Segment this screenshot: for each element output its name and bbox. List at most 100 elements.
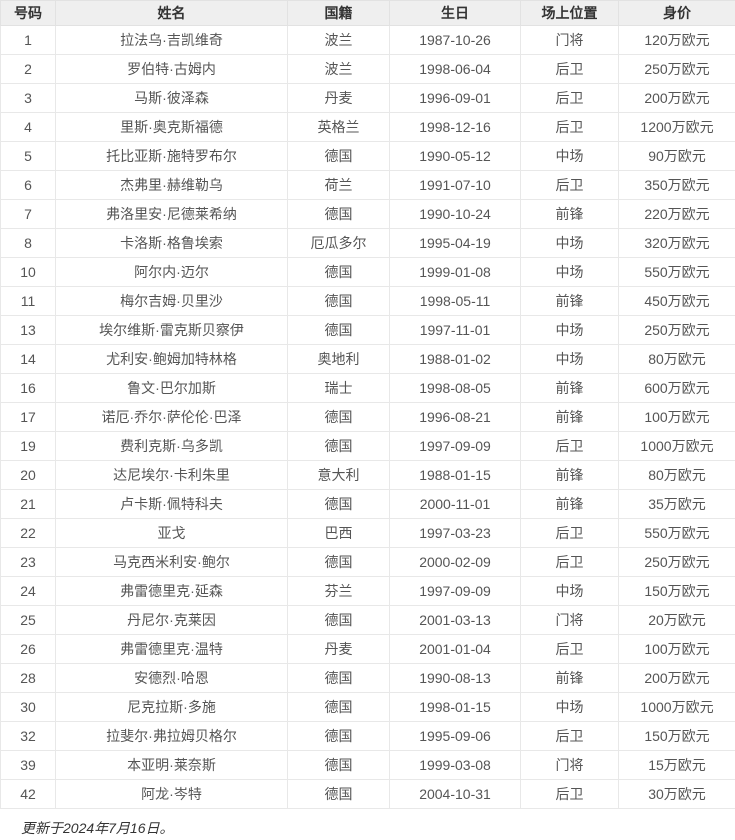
table-row: 23 马克西米利安·鲍尔 德国 2000-02-09 后卫 250万欧元 (0, 547, 735, 577)
cell-name: 达尼埃尔·卡利朱里 (55, 460, 288, 490)
cell-nationality: 德国 (287, 547, 390, 577)
cell-position: 中场 (520, 344, 619, 374)
cell-birthday: 1996-08-21 (389, 402, 521, 432)
cell-birthday: 1998-08-05 (389, 373, 521, 403)
cell-nationality: 德国 (287, 257, 390, 287)
column-header-nationality: 国籍 (287, 0, 390, 26)
cell-position: 门将 (520, 25, 619, 55)
cell-position: 中场 (520, 141, 619, 171)
cell-position: 中场 (520, 692, 619, 722)
cell-number: 13 (0, 315, 56, 345)
cell-value: 150万欧元 (618, 721, 735, 751)
cell-value: 1000万欧元 (618, 692, 735, 722)
cell-birthday: 1997-03-23 (389, 518, 521, 548)
cell-position: 后卫 (520, 170, 619, 200)
cell-birthday: 1998-05-11 (389, 286, 521, 316)
column-header-number: 号码 (0, 0, 56, 26)
cell-birthday: 2001-01-04 (389, 634, 521, 664)
cell-value: 20万欧元 (618, 605, 735, 635)
cell-value: 80万欧元 (618, 460, 735, 490)
cell-number: 3 (0, 83, 56, 113)
cell-position: 后卫 (520, 547, 619, 577)
table-row: 24 弗雷德里克·延森 芬兰 1997-09-09 中场 150万欧元 (0, 576, 735, 606)
cell-number: 14 (0, 344, 56, 374)
cell-birthday: 1995-04-19 (389, 228, 521, 258)
cell-birthday: 1990-10-24 (389, 199, 521, 229)
cell-value: 1200万欧元 (618, 112, 735, 142)
cell-nationality: 瑞士 (287, 373, 390, 403)
cell-value: 220万欧元 (618, 199, 735, 229)
cell-name: 马克西米利安·鲍尔 (55, 547, 288, 577)
table-row: 20 达尼埃尔·卡利朱里 意大利 1988-01-15 前锋 80万欧元 (0, 460, 735, 490)
cell-value: 80万欧元 (618, 344, 735, 374)
cell-position: 前锋 (520, 402, 619, 432)
cell-position: 前锋 (520, 199, 619, 229)
cell-number: 17 (0, 402, 56, 432)
cell-number: 23 (0, 547, 56, 577)
cell-nationality: 德国 (287, 199, 390, 229)
cell-number: 4 (0, 112, 56, 142)
cell-name: 梅尔吉姆·贝里沙 (55, 286, 288, 316)
table-row: 42 阿龙·岑特 德国 2004-10-31 后卫 30万欧元 (0, 779, 735, 809)
cell-birthday: 1998-01-15 (389, 692, 521, 722)
cell-nationality: 波兰 (287, 25, 390, 55)
cell-nationality: 德国 (287, 315, 390, 345)
cell-value: 600万欧元 (618, 373, 735, 403)
table-row: 8 卡洛斯·格鲁埃索 厄瓜多尔 1995-04-19 中场 320万欧元 (0, 228, 735, 258)
cell-name: 阿龙·岑特 (55, 779, 288, 809)
cell-birthday: 1997-11-01 (389, 315, 521, 345)
table-row: 6 杰弗里·赫维勒乌 荷兰 1991-07-10 后卫 350万欧元 (0, 170, 735, 200)
cell-position: 中场 (520, 228, 619, 258)
cell-birthday: 2000-11-01 (389, 489, 521, 519)
cell-number: 30 (0, 692, 56, 722)
cell-number: 10 (0, 257, 56, 287)
column-header-position: 场上位置 (520, 0, 619, 26)
cell-number: 32 (0, 721, 56, 751)
cell-birthday: 1996-09-01 (389, 83, 521, 113)
cell-position: 前锋 (520, 373, 619, 403)
cell-birthday: 1995-09-06 (389, 721, 521, 751)
cell-number: 6 (0, 170, 56, 200)
cell-value: 250万欧元 (618, 547, 735, 577)
table-row: 19 费利克斯·乌多凯 德国 1997-09-09 后卫 1000万欧元 (0, 431, 735, 461)
cell-name: 埃尔维斯·雷克斯贝察伊 (55, 315, 288, 345)
cell-position: 后卫 (520, 721, 619, 751)
cell-number: 20 (0, 460, 56, 490)
cell-name: 弗洛里安·尼德莱希纳 (55, 199, 288, 229)
player-roster-table: 号码 姓名 国籍 生日 场上位置 身价 1 拉法乌·吉凯维奇 波兰 1987-10-26 门将 12… (0, 0, 735, 809)
cell-nationality: 英格兰 (287, 112, 390, 142)
table-row: 32 拉斐尔·弗拉姆贝格尔 德国 1995-09-06 后卫 150万欧元 (0, 721, 735, 751)
table-row: 4 里斯·奥克斯福德 英格兰 1998-12-16 后卫 1200万欧元 (0, 112, 735, 142)
cell-nationality: 德国 (287, 402, 390, 432)
cell-birthday: 1990-05-12 (389, 141, 521, 171)
cell-value: 320万欧元 (618, 228, 735, 258)
cell-position: 前锋 (520, 460, 619, 490)
cell-birthday: 1988-01-02 (389, 344, 521, 374)
cell-name: 尤利安·鲍姆加特林格 (55, 344, 288, 374)
cell-number: 21 (0, 489, 56, 519)
cell-name: 诺厄·乔尔·萨伦伦·巴泽 (55, 402, 288, 432)
cell-name: 杰弗里·赫维勒乌 (55, 170, 288, 200)
cell-number: 24 (0, 576, 56, 606)
cell-value: 100万欧元 (618, 402, 735, 432)
cell-number: 16 (0, 373, 56, 403)
cell-position: 后卫 (520, 518, 619, 548)
cell-nationality: 德国 (287, 286, 390, 316)
table-row: 3 马斯·彼泽森 丹麦 1996-09-01 后卫 200万欧元 (0, 83, 735, 113)
cell-birthday: 1997-09-09 (389, 431, 521, 461)
cell-birthday: 1987-10-26 (389, 25, 521, 55)
cell-position: 中场 (520, 315, 619, 345)
cell-name: 尼克拉斯·多施 (55, 692, 288, 722)
cell-nationality: 丹麦 (287, 83, 390, 113)
cell-position: 后卫 (520, 779, 619, 809)
cell-value: 100万欧元 (618, 634, 735, 664)
cell-number: 1 (0, 25, 56, 55)
cell-name: 阿尔内·迈尔 (55, 257, 288, 287)
cell-name: 卡洛斯·格鲁埃索 (55, 228, 288, 258)
table-row: 10 阿尔内·迈尔 德国 1999-01-08 中场 550万欧元 (0, 257, 735, 287)
cell-nationality: 德国 (287, 605, 390, 635)
cell-value: 90万欧元 (618, 141, 735, 171)
cell-value: 200万欧元 (618, 663, 735, 693)
cell-value: 35万欧元 (618, 489, 735, 519)
